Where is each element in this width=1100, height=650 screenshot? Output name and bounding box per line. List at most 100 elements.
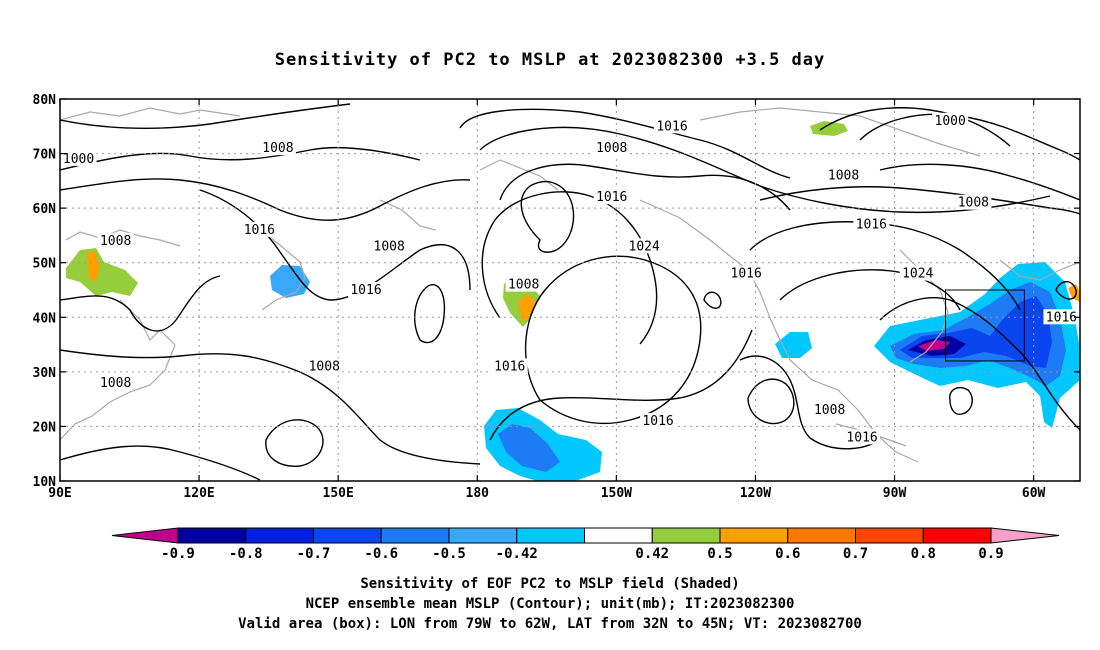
colorbar-swatch <box>177 527 247 544</box>
contour-label-bg <box>811 402 848 418</box>
shade-pacific-green <box>66 248 138 296</box>
colorbar-label: 0.6 <box>775 546 800 562</box>
lat-label-20N: 20N <box>33 420 57 435</box>
shade-tropical-mid <box>498 424 560 472</box>
caption-line-2: NCEP ensemble mean MSLP (Contour); unit(… <box>305 596 795 612</box>
contour-label: 1000 <box>935 114 966 129</box>
contour-label: 1008 <box>100 234 131 249</box>
lon-label-120E: 120E <box>183 486 214 501</box>
contour-label-bg <box>97 374 134 390</box>
contour-label: 1016 <box>350 283 381 298</box>
colorbar-label: 0.8 <box>911 546 936 562</box>
colorbar-label: -0.6 <box>364 546 398 562</box>
caption-line-1: Sensitivity of EOF PC2 to MSLP field (Sh… <box>360 576 740 592</box>
lat-axis: 80N 70N 60N 50N 40N 30N 20N 10N <box>33 93 1080 490</box>
contour-label: 1016 <box>731 267 762 282</box>
shade-arctic-green <box>810 121 848 136</box>
colorbar-label: -0.42 <box>496 546 538 562</box>
contour-label-bg <box>640 412 677 428</box>
contour-label: 1008 <box>309 359 340 374</box>
colorbar-swatch <box>855 527 924 544</box>
lat-label-40N: 40N <box>33 311 57 326</box>
colorbar-label: 0.42 <box>635 546 669 562</box>
lat-label-80N: 80N <box>33 93 57 108</box>
contour-label: 1008 <box>100 376 131 391</box>
colorbar-label: 0.9 <box>978 546 1003 562</box>
contour-label: 1008 <box>374 239 405 254</box>
contour-label: 1024 <box>902 267 933 282</box>
shade-japan-blue <box>270 265 310 298</box>
contour-label-bg <box>728 265 765 281</box>
contour-label: 1016 <box>846 430 877 445</box>
contour-label-bg <box>899 265 936 281</box>
colorbar-swatch <box>584 527 653 544</box>
contour-label-bg <box>97 232 134 248</box>
contour-label-bg <box>593 140 630 156</box>
lon-label-150W: 150W <box>601 486 632 501</box>
contour-label-bg <box>348 282 384 297</box>
colorbar-swatch <box>922 527 992 544</box>
colorbar-label: -0.5 <box>432 546 466 562</box>
colorbar-swatch <box>516 527 585 544</box>
contour-label: 1016 <box>656 119 687 134</box>
contour-label: 1016 <box>244 223 275 238</box>
colorbar-label: -0.7 <box>297 546 331 562</box>
shade-aleutian-orange <box>518 294 536 322</box>
colorbar-label: 0.7 <box>843 546 868 562</box>
contour-label-bg <box>491 358 528 374</box>
contour-label-bg <box>371 238 408 254</box>
contour-label-bg <box>1043 309 1080 325</box>
colorbar-swatch <box>719 527 789 544</box>
mslp-contours <box>60 103 1080 481</box>
shade-gulf-light <box>775 332 812 358</box>
contour-label-bg <box>60 151 97 167</box>
contour-label: 1008 <box>828 168 859 183</box>
shade-atlantic-orange-edge <box>1068 284 1080 302</box>
lat-label-10N: 10N <box>33 475 57 490</box>
colorbar-swatch <box>245 527 314 544</box>
colorbar-label: -0.9 <box>161 546 195 562</box>
colorbar-swatch <box>651 527 721 544</box>
contour-label: 1008 <box>958 196 989 211</box>
contour-label-bg <box>853 216 890 232</box>
contour-label: 1008 <box>262 141 293 156</box>
contour-label: 1016 <box>1046 310 1077 325</box>
colorbar-swatch <box>313 527 382 544</box>
colorbar-swatch <box>448 527 518 544</box>
lon-label-180: 180 <box>466 486 490 501</box>
grid-lines <box>60 99 1080 481</box>
shaded-sensitivity <box>66 121 1080 481</box>
colorbar: -0.9 -0.8 -0.7 -0.6 -0.5 -0.42 0.42 0.5 0.6 0.7 0.… <box>111 527 1060 562</box>
contour-label: 1000 <box>63 152 94 167</box>
contour-label-bg <box>932 112 969 128</box>
contour-label-bg <box>259 140 296 156</box>
coastlines <box>60 107 1080 463</box>
contour-label-bg <box>654 118 690 134</box>
contour-label-bg <box>844 429 881 445</box>
contour-label-bg <box>593 189 630 205</box>
colorbar-low-triangle <box>111 527 179 544</box>
colorbar-swatch <box>787 527 856 544</box>
contour-label: 1016 <box>642 414 673 429</box>
colorbar-high-triangle <box>990 527 1060 544</box>
lat-label-60N: 60N <box>33 202 57 217</box>
shade-atlantic-magenta <box>918 340 950 351</box>
contour-label: 1016 <box>856 218 887 233</box>
contour-label: 1024 <box>629 239 660 254</box>
lat-label-50N: 50N <box>33 257 57 272</box>
shade-pacific-orange <box>87 251 100 282</box>
contour-label-bg <box>306 358 343 374</box>
contour-label: 1008 <box>814 403 845 418</box>
contour-label: 1008 <box>596 141 627 156</box>
chart-title: Sensitivity of PC2 to MSLP at 2023082300… <box>274 50 826 70</box>
contour-label-bg <box>955 194 992 210</box>
plot-frame <box>59 98 1081 482</box>
lat-label-30N: 30N <box>33 366 57 381</box>
lon-label-120W: 120W <box>740 486 771 501</box>
colorbar-label: 0.5 <box>707 546 732 562</box>
lon-label-90E: 90E <box>48 486 71 501</box>
lon-label-60W: 60W <box>1022 486 1046 501</box>
caption-block: Sensitivity of EOF PC2 to MSLP field (Sh… <box>0 574 1100 634</box>
